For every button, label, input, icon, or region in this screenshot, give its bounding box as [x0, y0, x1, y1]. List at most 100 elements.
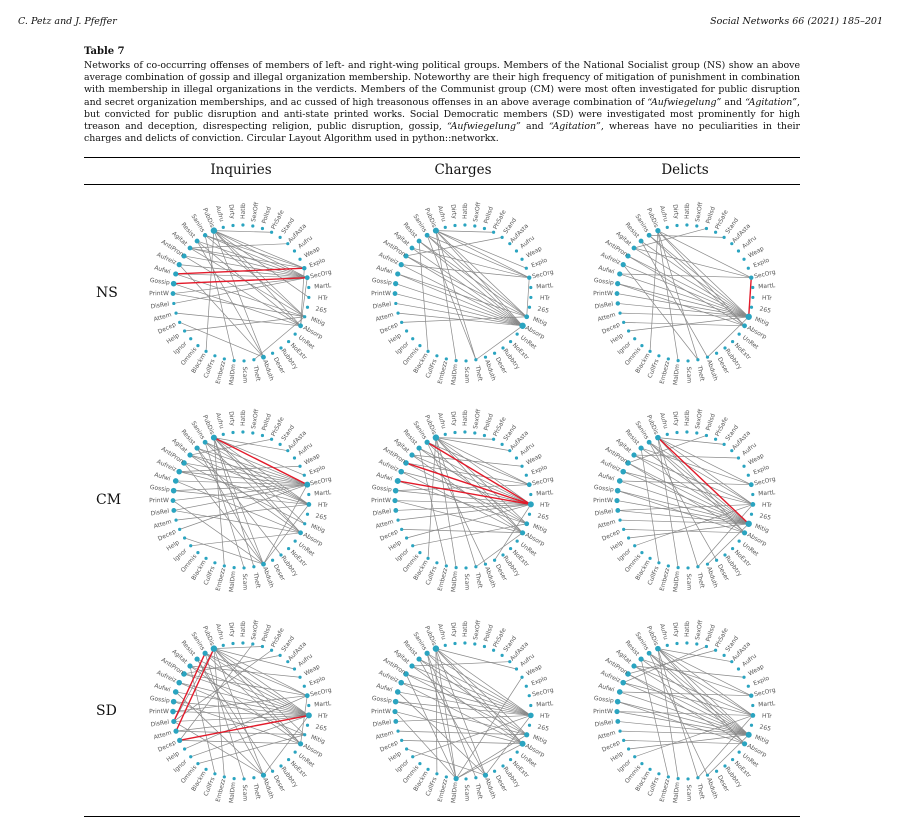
- node: [657, 561, 661, 565]
- node: [695, 224, 699, 228]
- node-label: SexOff: [250, 619, 260, 641]
- node: [737, 750, 741, 754]
- node: [519, 322, 526, 329]
- edge: [435, 648, 527, 736]
- node-label: Mitig: [310, 523, 326, 535]
- node: [196, 551, 200, 555]
- node: [463, 223, 467, 227]
- node: [473, 642, 477, 646]
- node-label: Gossip: [371, 277, 392, 287]
- node: [400, 738, 404, 742]
- column-header-delicts: Delicts: [661, 162, 709, 178]
- edge: [300, 277, 308, 326]
- node-label: Aufwi: [375, 471, 393, 482]
- node-label: Abduth: [705, 566, 719, 589]
- running-header-journal: Social Networks 66 (2021) 185–201: [710, 16, 883, 27]
- node-label: Help: [165, 332, 180, 346]
- node-label: Explo: [308, 464, 326, 477]
- edge: [657, 437, 699, 567]
- node-label: Mitig: [754, 734, 770, 746]
- node-label: HTr: [318, 295, 329, 303]
- node-label: SecOrg: [532, 269, 555, 281]
- node: [403, 460, 409, 466]
- node: [393, 281, 399, 287]
- node: [618, 729, 622, 733]
- edge: [411, 661, 510, 667]
- node: [640, 762, 644, 766]
- caption-run: “Aufwiegelung”: [647, 96, 722, 108]
- node: [474, 358, 478, 362]
- edge: [213, 437, 310, 505]
- node: [435, 772, 439, 776]
- node-label: MartL: [758, 282, 776, 290]
- node: [400, 320, 404, 324]
- node: [396, 311, 400, 315]
- node: [292, 667, 297, 671]
- node: [189, 755, 193, 759]
- edge: [179, 682, 309, 716]
- caption-run: and: [721, 96, 746, 108]
- node: [515, 332, 519, 336]
- node: [527, 512, 532, 516]
- edge: [617, 303, 749, 318]
- node-label: MartL: [314, 700, 332, 708]
- node-label: CullFrs: [202, 565, 216, 586]
- node: [501, 764, 505, 768]
- table-top-rule: [84, 157, 800, 158]
- node-label: Scam: [463, 573, 471, 590]
- node-label: Theft: [251, 571, 261, 589]
- node: [172, 689, 179, 695]
- node: [270, 769, 275, 773]
- node: [730, 757, 735, 762]
- node: [270, 351, 275, 355]
- caption-run: , whereas have no peculiarities in their…: [84, 121, 800, 145]
- node: [633, 544, 637, 548]
- edge: [628, 734, 749, 750]
- node-label: HTr: [762, 502, 773, 510]
- node: [172, 478, 179, 484]
- node-label: Aufwi: [153, 264, 171, 275]
- edge: [426, 441, 530, 485]
- node: [646, 439, 652, 445]
- node: [432, 645, 440, 652]
- node-label: Scam: [241, 784, 249, 801]
- edge: [657, 648, 679, 779]
- node: [625, 671, 631, 677]
- node: [221, 225, 225, 229]
- node: [286, 546, 291, 551]
- node: [182, 329, 187, 333]
- edge: [172, 695, 308, 712]
- edge: [189, 438, 272, 456]
- node: [395, 271, 401, 277]
- edge: [494, 504, 532, 561]
- node: [730, 660, 734, 664]
- network-cm-delicts: SexOff PolIsdPhSafeStandAufAstaAufruWeapE…: [593, 408, 776, 592]
- node-label: Weap: [525, 663, 543, 677]
- node-label: Theft: [473, 571, 483, 589]
- node: [232, 566, 236, 570]
- node: [426, 349, 430, 353]
- edge: [697, 715, 754, 778]
- edge: [179, 465, 301, 472]
- node-label: HTr: [318, 502, 329, 510]
- edge: [183, 255, 301, 327]
- network-sd-charges: SexOff PolIsdPhSafeStandAufAstaAufruWeapE…: [371, 619, 554, 803]
- node-label: Weap: [303, 245, 321, 259]
- node: [631, 452, 637, 458]
- edge: [435, 648, 486, 776]
- node: [736, 249, 741, 253]
- node: [242, 566, 246, 570]
- node: [279, 553, 283, 557]
- node: [520, 675, 524, 679]
- node: [742, 464, 746, 468]
- node: [435, 561, 439, 565]
- node: [279, 346, 283, 350]
- node-label: Weap: [303, 663, 321, 677]
- node-label: Attem: [597, 518, 617, 530]
- node: [676, 359, 680, 363]
- node-label: Embezz: [659, 567, 672, 591]
- edge: [179, 322, 264, 358]
- node: [426, 767, 430, 771]
- node-label: Mitig: [532, 316, 548, 328]
- node-label: MalDm: [450, 571, 459, 593]
